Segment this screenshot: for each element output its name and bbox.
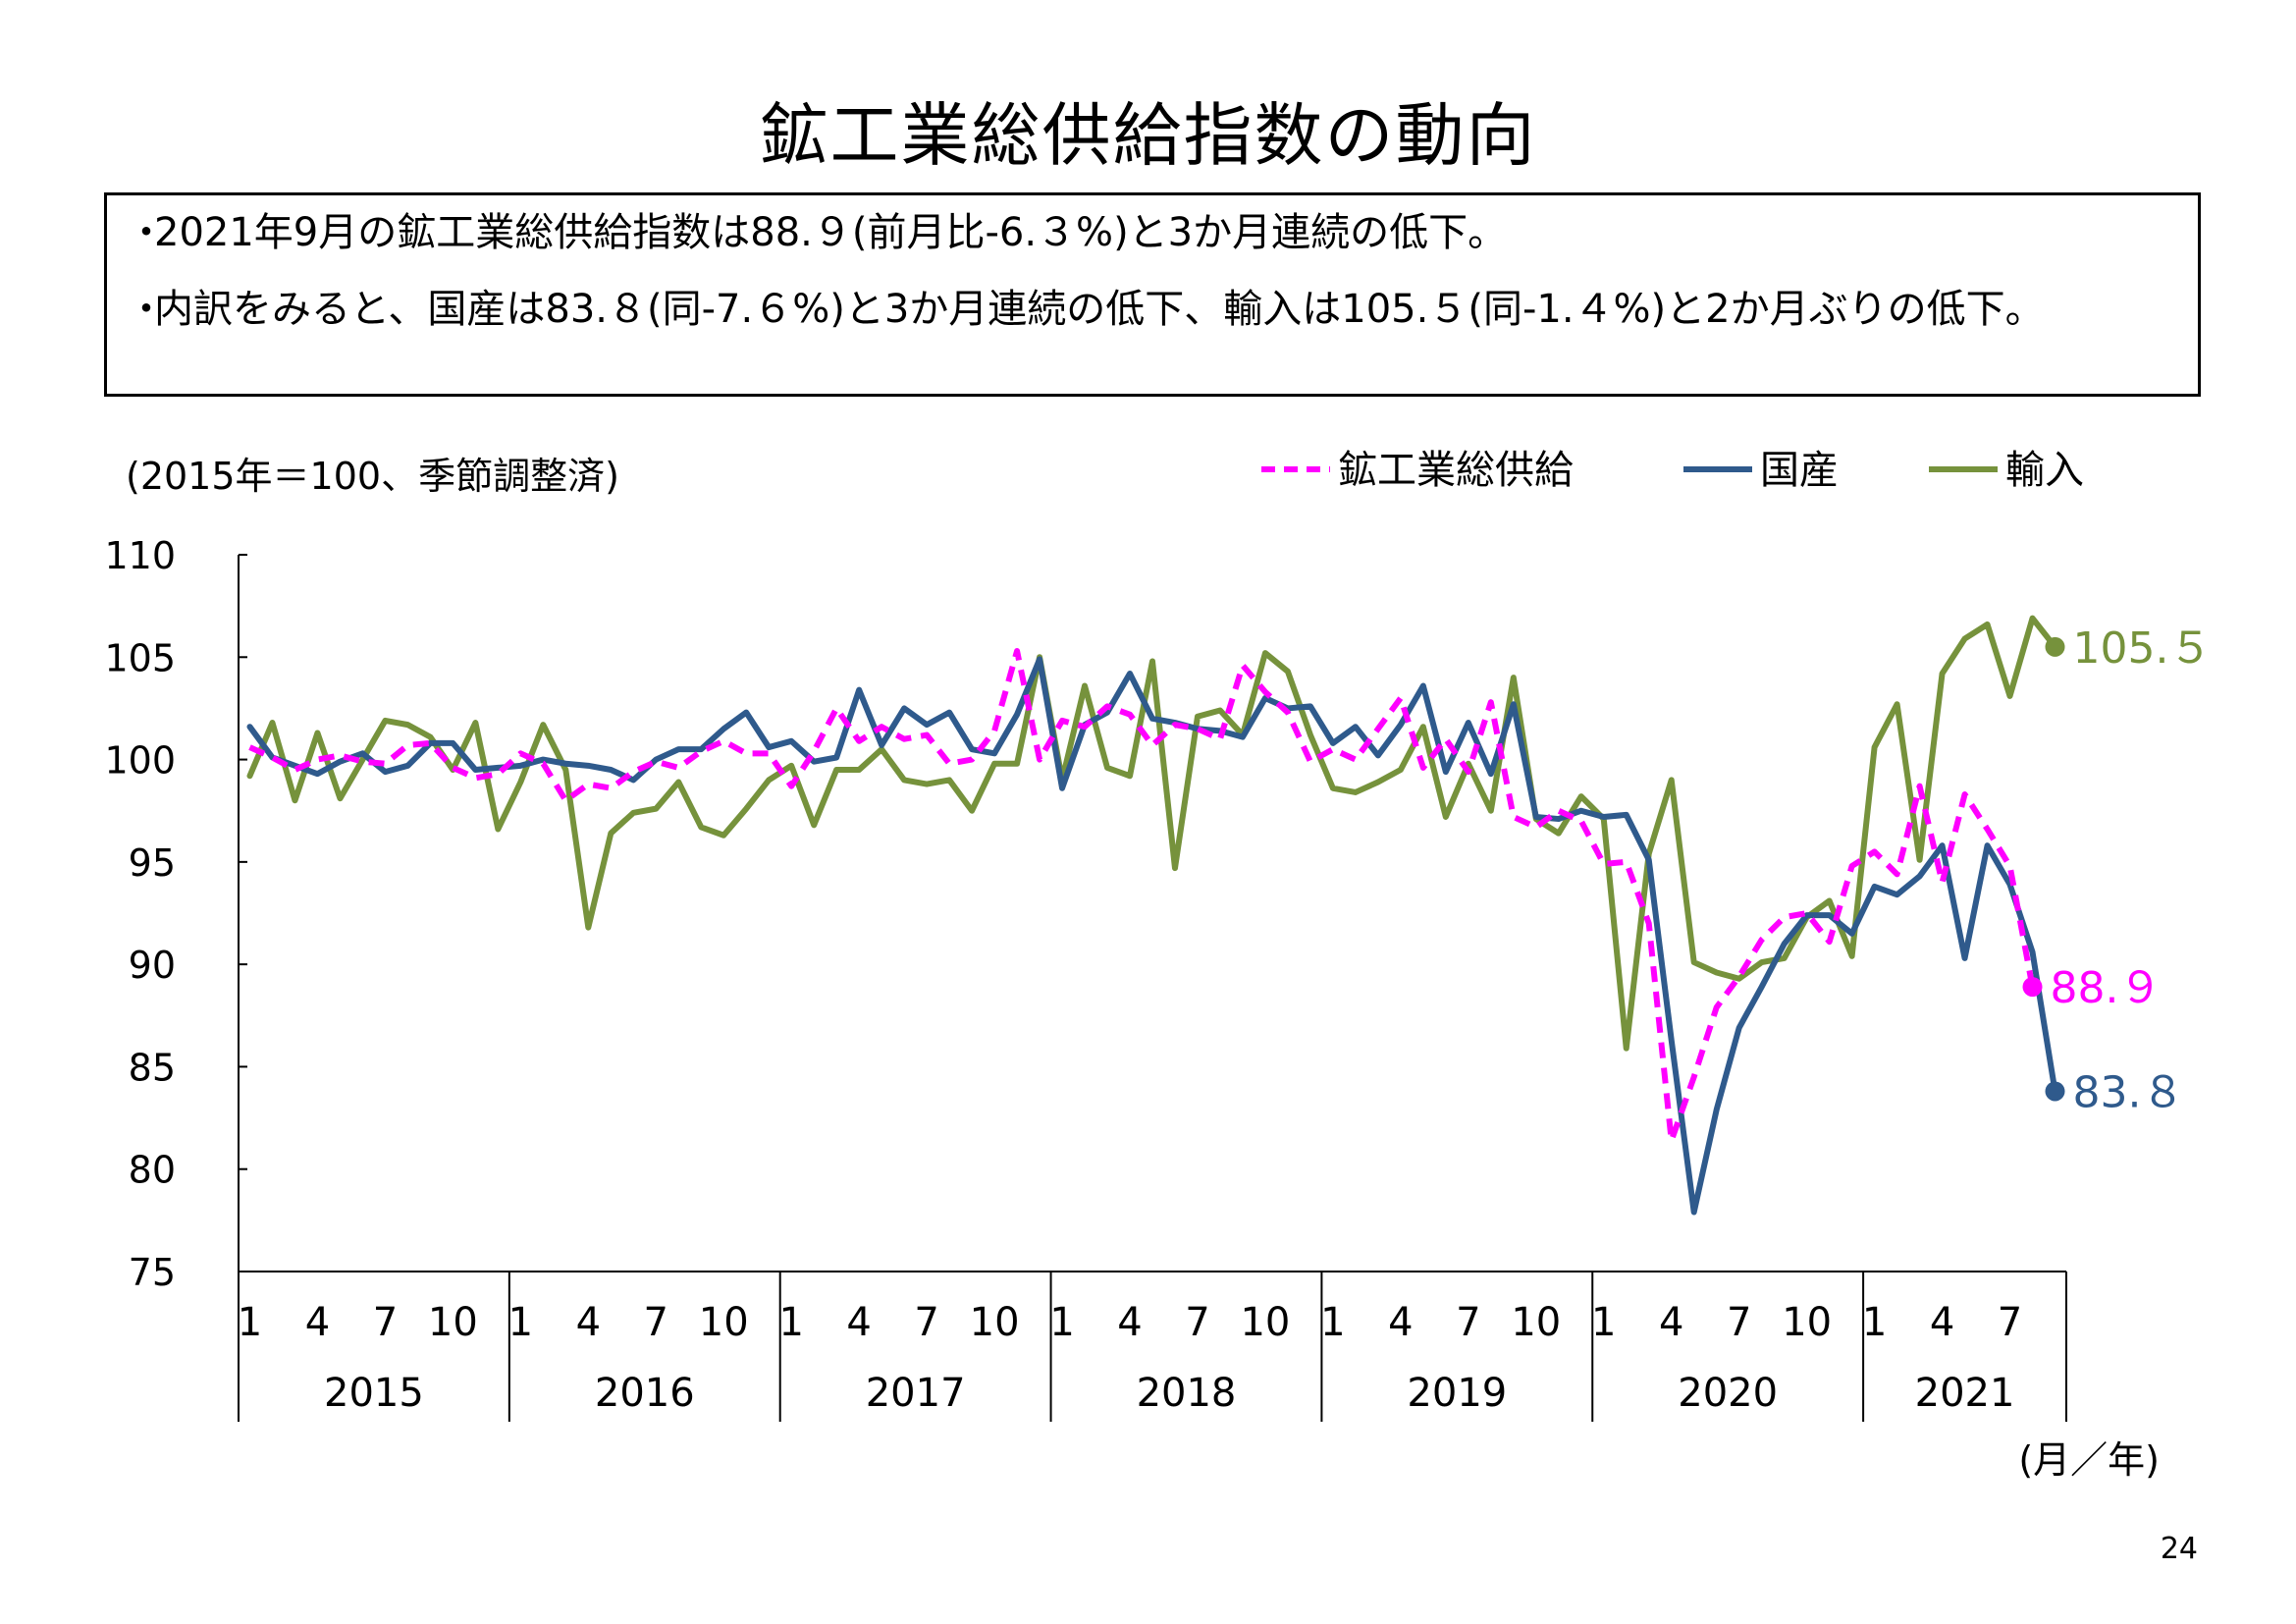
x-year-label: 2019 — [1407, 1371, 1507, 1416]
summary-bullet-2: ・内訳をみると、国産は83.８(同-7.６%)と3か月連続の低下、輸入は105.… — [127, 284, 2168, 335]
x-month-tick-label: 4 — [1388, 1300, 1413, 1345]
x-month-tick-label: 7 — [1185, 1300, 1209, 1345]
x-axis-unit-label: (月／年) — [2018, 1438, 2160, 1482]
x-month-tick-label: 4 — [576, 1300, 601, 1345]
y-tick-label: 85 — [129, 1046, 176, 1089]
x-month-tick-label: 4 — [846, 1300, 871, 1345]
legend-label: 輸入 — [2005, 448, 2084, 493]
x-month-tick-label: 10 — [1511, 1300, 1561, 1345]
x-month-tick-label: 1 — [1320, 1300, 1345, 1345]
x-month-tick-label: 1 — [1862, 1300, 1887, 1345]
x-month-tick-label: 1 — [1049, 1300, 1074, 1345]
series-line — [248, 648, 2036, 1144]
chart-legend: 鉱工業総供給 国産 輸入 — [1261, 448, 2084, 493]
x-month-tick-label: 7 — [644, 1300, 668, 1345]
x-month-tick-label: 1 — [508, 1300, 533, 1345]
page-title: 鉱工業総供給指数の動向 — [759, 95, 1537, 176]
y-tick-label: 110 — [104, 534, 176, 577]
series-end-marker — [2022, 977, 2043, 998]
x-month-tick-label: 10 — [1240, 1300, 1290, 1345]
x-year-label: 2016 — [595, 1371, 695, 1416]
x-year-label: 2015 — [324, 1371, 424, 1416]
x-month-tick-label: 1 — [238, 1300, 262, 1345]
y-tick-label: 100 — [104, 739, 176, 783]
y-tick-label: 105 — [104, 636, 176, 679]
x-month-tick-label: 10 — [699, 1300, 749, 1345]
x-month-tick-label: 1 — [778, 1300, 803, 1345]
y-tick-label: 95 — [129, 841, 176, 885]
x-month-tick-label: 7 — [914, 1300, 938, 1345]
series-end-label: 88.９ — [2051, 963, 2163, 1013]
series-end-marker — [2045, 1081, 2065, 1102]
x-month-tick-label: 7 — [1456, 1300, 1480, 1345]
legend-label: 鉱工業総供給 — [1338, 448, 1574, 493]
y-tick-label: 75 — [129, 1251, 176, 1294]
legend-label: 国産 — [1760, 448, 1839, 493]
x-month-tick-label: 7 — [1727, 1300, 1751, 1345]
y-tick-label: 90 — [129, 944, 176, 987]
x-month-tick-label: 4 — [305, 1300, 330, 1345]
x-year-label: 2017 — [866, 1371, 966, 1416]
page-number: 24 — [2160, 1532, 2198, 1566]
x-month-tick-label: 10 — [428, 1300, 478, 1345]
x-month-tick-label: 1 — [1591, 1300, 1616, 1345]
x-year-label: 2021 — [1915, 1371, 2015, 1416]
x-month-tick-label: 4 — [1930, 1300, 1954, 1345]
chart-unit-note: (2015年＝100、季節調整済) — [126, 455, 619, 498]
summary-bullet-1: ・2021年9月の鉱工業総供給指数は88.９(前月比-6.３%)と3か月連続の低… — [127, 207, 1507, 258]
x-year-label: 2018 — [1137, 1371, 1237, 1416]
series-line — [246, 615, 2058, 1052]
series-end-label: 83.８ — [2073, 1067, 2185, 1117]
summary-line-2: 内訳をみると、国産は83.８(同-7.６%)と3か月連続の低下、輸入は105.５… — [154, 287, 2045, 332]
summary-box: ・2021年9月の鉱工業総供給指数は88.９(前月比-6.３%)と3か月連続の低… — [104, 192, 2201, 397]
x-month-tick-label: 7 — [1998, 1300, 2022, 1345]
x-month-tick-label: 10 — [1782, 1300, 1832, 1345]
x-year-label: 2020 — [1678, 1371, 1778, 1416]
x-month-tick-label: 4 — [1659, 1300, 1683, 1345]
y-tick-label: 80 — [129, 1149, 176, 1192]
series-layer: 88.９ 83.８ 105.５ — [246, 615, 2213, 1216]
series-end-label: 105.５ — [2073, 623, 2213, 674]
summary-line-1: 2021年9月の鉱工業総供給指数は88.９(前月比-6.３%)と3か月連続の低下… — [154, 210, 1508, 255]
series-line — [246, 656, 2058, 1216]
x-month-tick-label: 7 — [373, 1300, 398, 1345]
x-month-tick-label: 10 — [970, 1300, 1020, 1345]
series-end-marker — [2045, 636, 2065, 657]
x-month-tick-label: 4 — [1117, 1300, 1142, 1345]
